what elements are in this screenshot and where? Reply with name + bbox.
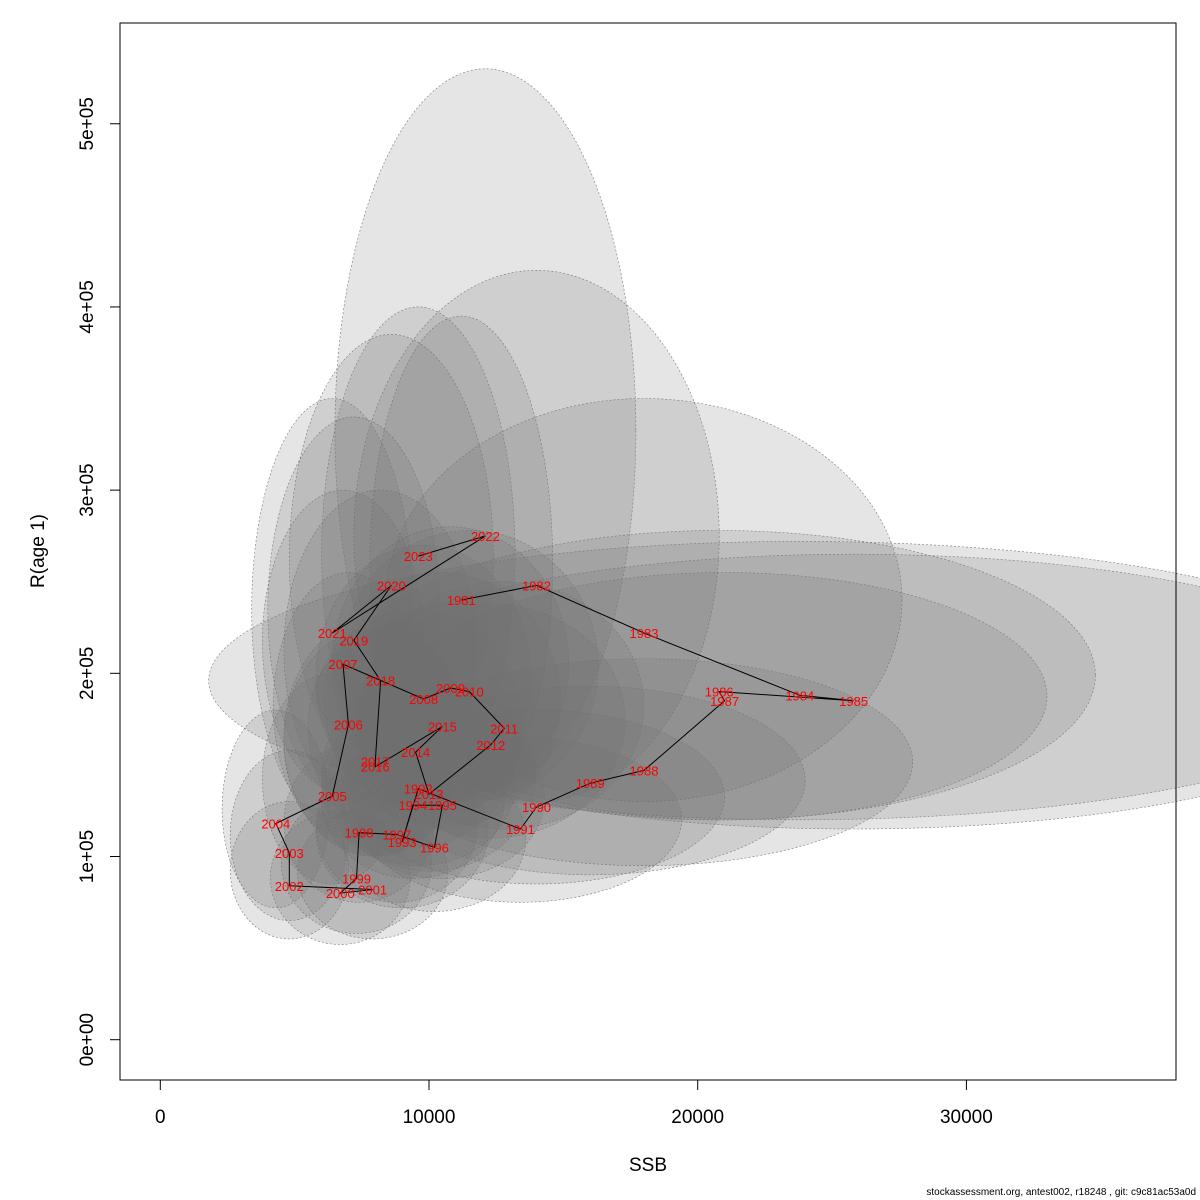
point-label-2013: 2013 <box>415 787 444 802</box>
y-axis: 0e+00 1e+05 2e+05 3e+05 4e+05 5e+05 <box>77 97 121 1066</box>
point-label-2002: 2002 <box>275 879 304 894</box>
ellipse-2013 <box>321 676 537 872</box>
point-label-1992: 1992 <box>404 782 433 797</box>
point-label-1982: 1982 <box>522 578 551 593</box>
x-axis-label: SSB <box>629 1155 667 1176</box>
ellipse-1982 <box>353 270 720 802</box>
y-tick-label-2e+05: 2e+05 <box>77 647 98 700</box>
ellipse-2014 <box>307 608 524 848</box>
ellipse-1984 <box>208 541 1200 821</box>
point-label-2010: 2010 <box>455 685 484 700</box>
point-label-2014: 2014 <box>401 745 430 760</box>
point-label-1997: 1997 <box>382 828 411 843</box>
point-label-2018: 2018 <box>366 674 395 689</box>
ellipse-2007 <box>262 489 424 793</box>
point-label-1986: 1986 <box>705 685 734 700</box>
ellipse-2008 <box>315 544 532 812</box>
x-axis: 0 10000 20000 30000 <box>155 1079 993 1128</box>
ellipse-1987 <box>401 572 1048 821</box>
point-label-2020: 2020 <box>377 578 406 593</box>
point-label-1985: 1985 <box>839 694 868 709</box>
y-tick-label-4e+05: 4e+05 <box>77 280 98 333</box>
y-tick-label-3e+05: 3e+05 <box>77 463 98 516</box>
ellipse-1997 <box>315 746 478 903</box>
ellipse-1981 <box>369 315 553 812</box>
point-label-1995: 1995 <box>428 798 457 813</box>
ellipse-1991 <box>358 737 682 903</box>
confidence-ellipses <box>208 68 1200 945</box>
point-label-1998: 1998 <box>345 826 374 841</box>
footer-credit: stockassessment.org, antest002, r18248 ,… <box>926 1187 1196 1198</box>
point-label-1994: 1994 <box>398 798 427 813</box>
point-label-1989: 1989 <box>576 776 605 791</box>
x-tick-label-20000: 20000 <box>671 1107 724 1128</box>
y-tick-label-5e+05: 5e+05 <box>77 97 98 150</box>
ellipse-2019 <box>267 416 441 802</box>
point-label-2001: 2001 <box>358 883 387 898</box>
point-label-2000: 2000 <box>326 886 355 901</box>
point-label-1991: 1991 <box>506 822 535 837</box>
point-label-1981: 1981 <box>447 593 476 608</box>
ellipse-1998 <box>283 742 435 903</box>
ellipse-1985 <box>316 553 1200 830</box>
point-label-2003: 2003 <box>275 846 304 861</box>
ellipse-2010 <box>339 530 599 802</box>
point-label-2011: 2011 <box>490 721 518 736</box>
y-tick-label-0e+00: 0e+00 <box>77 1013 98 1066</box>
point-label-2015: 2015 <box>428 719 457 734</box>
point-label-2006: 2006 <box>334 718 363 733</box>
point-label-2005: 2005 <box>318 789 347 804</box>
point-label-1987: 1987 <box>710 694 739 709</box>
ellipse-2018 <box>283 489 478 812</box>
ellipse-2001 <box>297 806 449 940</box>
ellipse-2003 <box>229 749 349 921</box>
point-label-2017: 2017 <box>361 754 390 769</box>
point-label-1984: 1984 <box>785 688 814 703</box>
ellipse-2004 <box>221 709 330 909</box>
ellipse-2022 <box>334 68 637 793</box>
x-tick-label-30000: 30000 <box>940 1107 993 1128</box>
point-label-2023: 2023 <box>404 549 433 564</box>
x-tick-label-0: 0 <box>155 1107 166 1128</box>
point-label-1996: 1996 <box>420 840 449 855</box>
ellipse-2000 <box>270 810 411 945</box>
point-label-1990: 1990 <box>522 800 551 815</box>
ellipse-1983 <box>385 398 903 802</box>
point-label-2019: 2019 <box>339 633 368 648</box>
point-label-2007: 2007 <box>329 657 358 672</box>
x-tick-label-10000: 10000 <box>403 1107 456 1128</box>
point-label-2012: 2012 <box>476 738 505 753</box>
ellipse-1996 <box>342 764 527 912</box>
point-label-2021: 2021 <box>318 626 347 641</box>
point-label-2009: 2009 <box>436 681 465 696</box>
point-label-2008: 2008 <box>409 692 438 707</box>
ellipse-2012 <box>356 603 626 839</box>
point-label-1983: 1983 <box>630 626 659 641</box>
ellipse-2023 <box>321 306 516 802</box>
stock-recruit-trajectory <box>275 535 854 894</box>
y-axis-label: R(age 1) <box>28 514 49 588</box>
point-label-1993: 1993 <box>388 835 417 850</box>
point-label-2022: 2022 <box>471 529 500 544</box>
ellipse-2021 <box>251 398 414 821</box>
y-tick-label-1e+05: 1e+05 <box>77 830 98 883</box>
ellipse-1993 <box>315 755 489 909</box>
point-label-2004: 2004 <box>261 817 290 832</box>
ellipse-2011 <box>364 581 645 830</box>
ellipse-2015 <box>323 572 561 830</box>
ellipse-2020 <box>288 334 494 784</box>
point-label-1999: 1999 <box>342 872 371 887</box>
point-label-1988: 1988 <box>630 763 659 778</box>
point-label-2016: 2016 <box>361 760 390 775</box>
